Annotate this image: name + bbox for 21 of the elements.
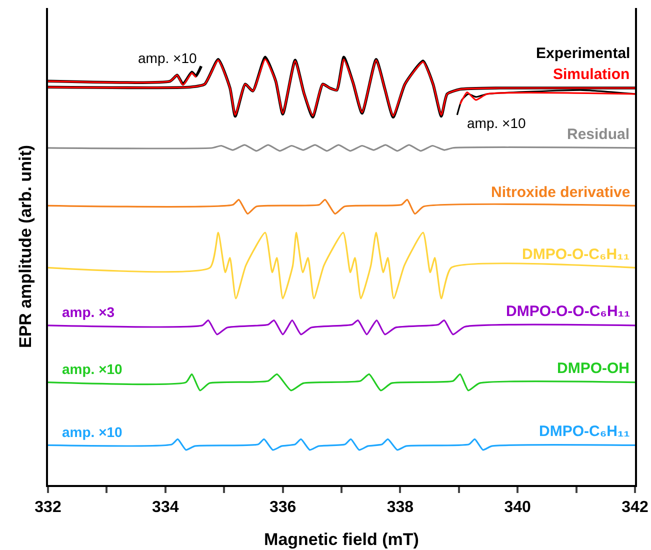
annotation: amp. ×10 bbox=[138, 50, 197, 66]
series-label: DMPO-O-C₆H₁₁ bbox=[522, 246, 630, 263]
annotation: amp. ×3 bbox=[62, 304, 115, 320]
series-label: Simulation bbox=[553, 66, 630, 83]
y-axis-title: EPR amplitude (arb. unit) bbox=[16, 144, 36, 348]
x-tick-label: 342 bbox=[622, 499, 648, 516]
x-tick-label: 332 bbox=[34, 499, 62, 516]
x-tick-label: 338 bbox=[386, 499, 414, 516]
annotation: amp. ×10 bbox=[467, 115, 526, 131]
series-label: DMPO-O-O-C₆H₁₁ bbox=[506, 303, 630, 320]
x-tick-label: 336 bbox=[269, 499, 296, 516]
series-label: DMPO-C₆H₁₁ bbox=[539, 423, 630, 440]
x-tick-label: 334 bbox=[152, 499, 179, 516]
series-label: Experimental bbox=[536, 45, 630, 62]
annotation: amp. ×10 bbox=[62, 424, 123, 440]
x-axis-title: Magnetic field (mT) bbox=[264, 530, 419, 550]
annotation: amp. ×10 bbox=[62, 361, 123, 377]
series-label: DMPO-OH bbox=[557, 360, 630, 377]
x-tick-label: 340 bbox=[504, 499, 532, 516]
series-label: Nitroxide derivative bbox=[491, 184, 630, 201]
series-label: Residual bbox=[567, 126, 630, 143]
